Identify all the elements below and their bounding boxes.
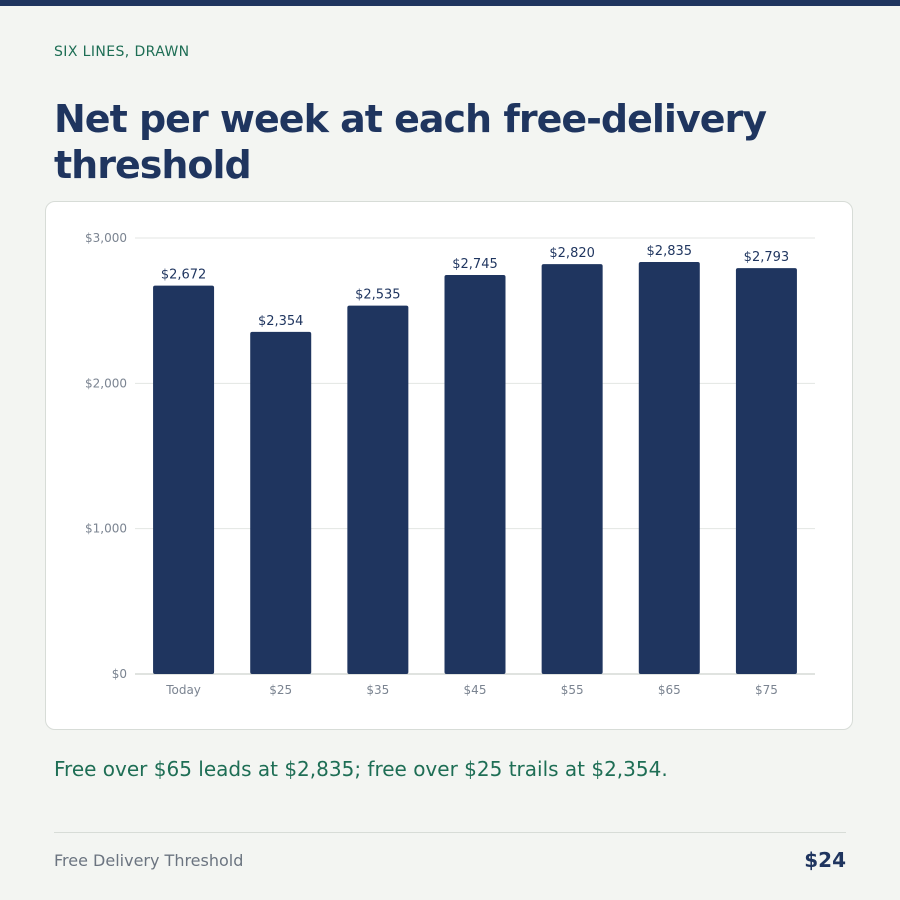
- bar-value-label: $2,745: [452, 257, 498, 272]
- bar: [735, 268, 797, 674]
- bar-value-label: $2,793: [744, 250, 790, 265]
- bar-value-label: $2,672: [161, 268, 207, 283]
- y-tick-label: $0: [112, 667, 127, 681]
- footer-label: Free Delivery Threshold: [54, 851, 244, 870]
- bar: [347, 305, 409, 674]
- bar-value-label: $2,820: [549, 246, 595, 261]
- bar: [153, 285, 215, 674]
- y-tick-label: $1,000: [85, 522, 127, 536]
- y-tick-label: $3,000: [85, 231, 127, 245]
- bar-value-label: $2,835: [647, 244, 693, 259]
- bar: [250, 331, 312, 674]
- bar-chart: $0 $1,000 $2,000 $3,000 $2,672 Today $2,354 $25…: [85, 231, 815, 697]
- x-tick-label: $35: [366, 683, 389, 697]
- bar: [444, 275, 506, 674]
- x-tick-label: $55: [561, 683, 584, 697]
- eyebrow-label: SIX LINES, DRAWN: [54, 44, 190, 60]
- y-tick-label: $2,000: [85, 376, 127, 390]
- top-accent-bar: [0, 0, 900, 6]
- chart-card: $0 $1,000 $2,000 $3,000 $2,672 Today $2,354 $25…: [45, 201, 853, 730]
- x-tick-label: $65: [658, 683, 681, 697]
- x-tick-label: $45: [464, 683, 487, 697]
- x-tick-label: Today: [165, 683, 201, 697]
- bar: [638, 261, 700, 674]
- page-title: Net per week at each free-delivery thres…: [54, 97, 767, 187]
- bar: [541, 264, 603, 674]
- x-tick-label: $25: [269, 683, 292, 697]
- footer-divider: [54, 832, 846, 833]
- x-tick-label: $75: [755, 683, 778, 697]
- footer-value: $24: [804, 848, 846, 872]
- chart-caption: Free over $65 leads at $2,835; free over…: [54, 757, 668, 781]
- bar-value-label: $2,535: [355, 288, 401, 303]
- bar-value-label: $2,354: [258, 314, 304, 329]
